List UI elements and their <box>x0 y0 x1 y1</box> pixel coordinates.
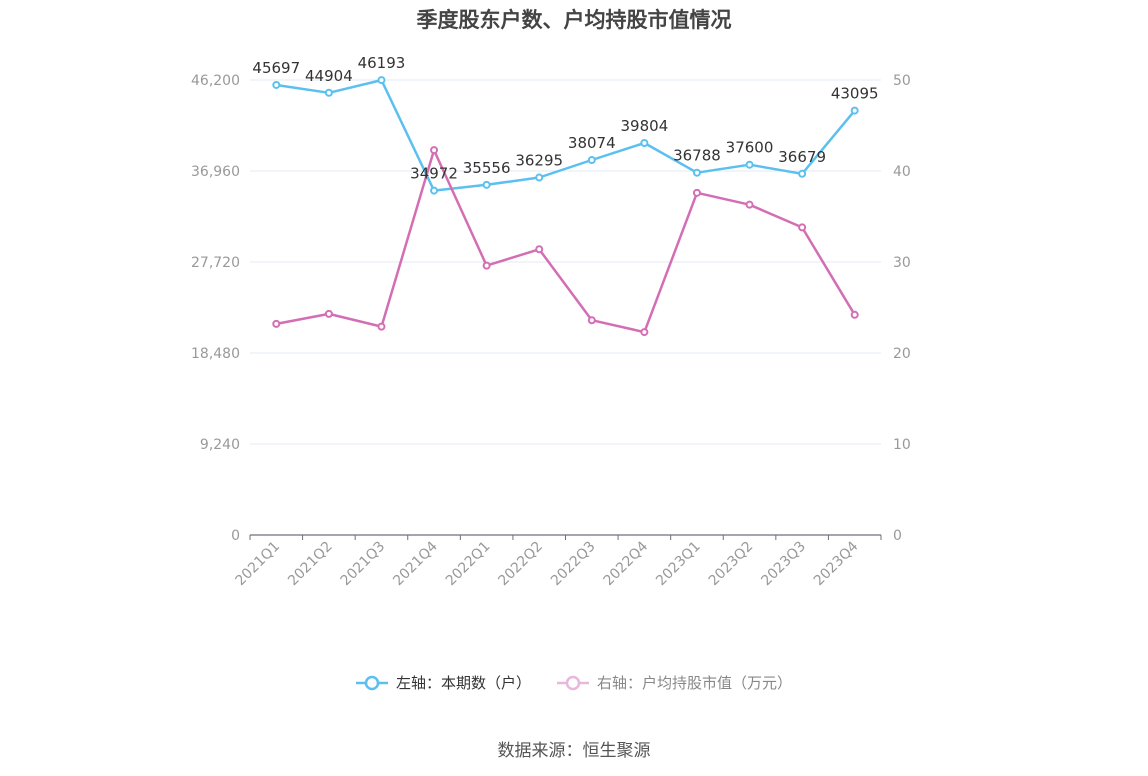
data-point <box>587 156 596 165</box>
x-axis-tick-label: 2022Q2 <box>495 539 546 590</box>
data-point <box>535 245 544 254</box>
data-label: 46193 <box>358 54 406 72</box>
data-point <box>272 80 281 89</box>
data-point <box>324 309 333 318</box>
right-axis-tick-label: 50 <box>893 73 911 89</box>
left-axis-tick-label: 18,480 <box>191 346 240 362</box>
data-label: 35556 <box>463 159 511 177</box>
data-point <box>798 169 807 178</box>
data-label: 38074 <box>568 134 616 152</box>
legend-left-label: 左轴：本期数（户） <box>395 674 531 692</box>
x-axis-tick-label: 2023Q3 <box>758 539 809 590</box>
left-axis-tick-label: 9,240 <box>200 437 240 453</box>
left-axis-tick-label: 46,200 <box>191 73 240 89</box>
data-labels: 45697 44904 46193 34972 35556 36295 38074 39804… <box>252 54 878 183</box>
x-axis-tick-label: 2022Q3 <box>548 539 599 590</box>
data-point <box>850 106 859 115</box>
legend-right-marker-icon <box>557 675 589 690</box>
data-point <box>430 186 439 195</box>
data-label: 36295 <box>515 152 563 170</box>
data-point <box>798 223 807 232</box>
legend-item-left-axis[interactable]: 左轴：本期数（户） <box>355 672 531 693</box>
x-axis-tick-label: 2022Q1 <box>443 539 494 590</box>
data-point <box>745 200 754 209</box>
series-lines <box>272 76 859 337</box>
data-point <box>430 146 439 155</box>
series-line-right <box>276 148 856 334</box>
x-axis-tick-label: 2022Q4 <box>601 538 652 589</box>
right-axis-tick-label: 0 <box>893 528 902 544</box>
right-axis-tick-label: 20 <box>893 346 911 362</box>
legend-left-marker-icon <box>355 675 388 690</box>
left-axis-tick-label: 36,960 <box>191 164 240 180</box>
data-point <box>377 76 386 85</box>
x-axis-tick-label: 2021Q1 <box>233 539 284 590</box>
data-label: 43095 <box>831 85 879 103</box>
data-label: 36788 <box>673 147 721 165</box>
data-point <box>482 261 491 270</box>
legend-right-label: 右轴：户均持股市值（万元） <box>597 674 793 692</box>
chart-title: 季度股东户数、户均持股市值情况 <box>416 8 732 32</box>
legend-item-right-axis[interactable]: 右轴：户均持股市值（万元） <box>557 672 792 693</box>
data-point <box>482 180 491 189</box>
right-axis-tick-label: 30 <box>893 255 911 271</box>
grid-lines <box>250 79 881 445</box>
x-axis-tick-label: 2023Q2 <box>706 539 757 590</box>
x-axis-tick-label: 2021Q3 <box>338 539 389 590</box>
data-point <box>377 322 386 331</box>
data-point <box>324 88 333 97</box>
x-axis-tick-label: 2023Q1 <box>653 539 704 590</box>
x-axis-tick-label: 2021Q2 <box>285 539 336 590</box>
right-axis-tick-label: 40 <box>893 164 911 180</box>
x-axis-tick-label: 2023Q4 <box>811 538 862 589</box>
data-point <box>692 188 701 197</box>
data-label: 39804 <box>621 117 669 135</box>
data-point <box>587 316 596 325</box>
right-axis-tick-label: 10 <box>893 437 911 453</box>
legend: 左轴：本期数（户） 右轴：户均持股市值（万元） <box>0 672 1148 693</box>
data-label: 34972 <box>410 165 458 183</box>
data-point <box>640 328 649 337</box>
data-label: 36679 <box>778 148 826 166</box>
data-point <box>535 173 544 182</box>
left-axis-tick-label: 0 <box>231 528 240 544</box>
data-label: 45697 <box>252 59 300 77</box>
data-point <box>692 168 701 177</box>
line-chart: 0 0 9,240 10 18,480 20 27,720 30 36,960 40 46,200 5… <box>191 54 911 590</box>
left-axis-tick-label: 27,720 <box>191 255 240 271</box>
data-source: 数据来源：恒生聚源 <box>497 741 651 761</box>
data-point <box>272 319 281 328</box>
data-label: 44904 <box>305 67 353 85</box>
data-label: 37600 <box>726 139 774 157</box>
x-axis-tick-label: 2021Q4 <box>390 538 441 589</box>
series-line-left <box>276 78 856 192</box>
data-point <box>745 160 754 169</box>
data-point <box>850 310 859 319</box>
data-point <box>640 138 649 147</box>
